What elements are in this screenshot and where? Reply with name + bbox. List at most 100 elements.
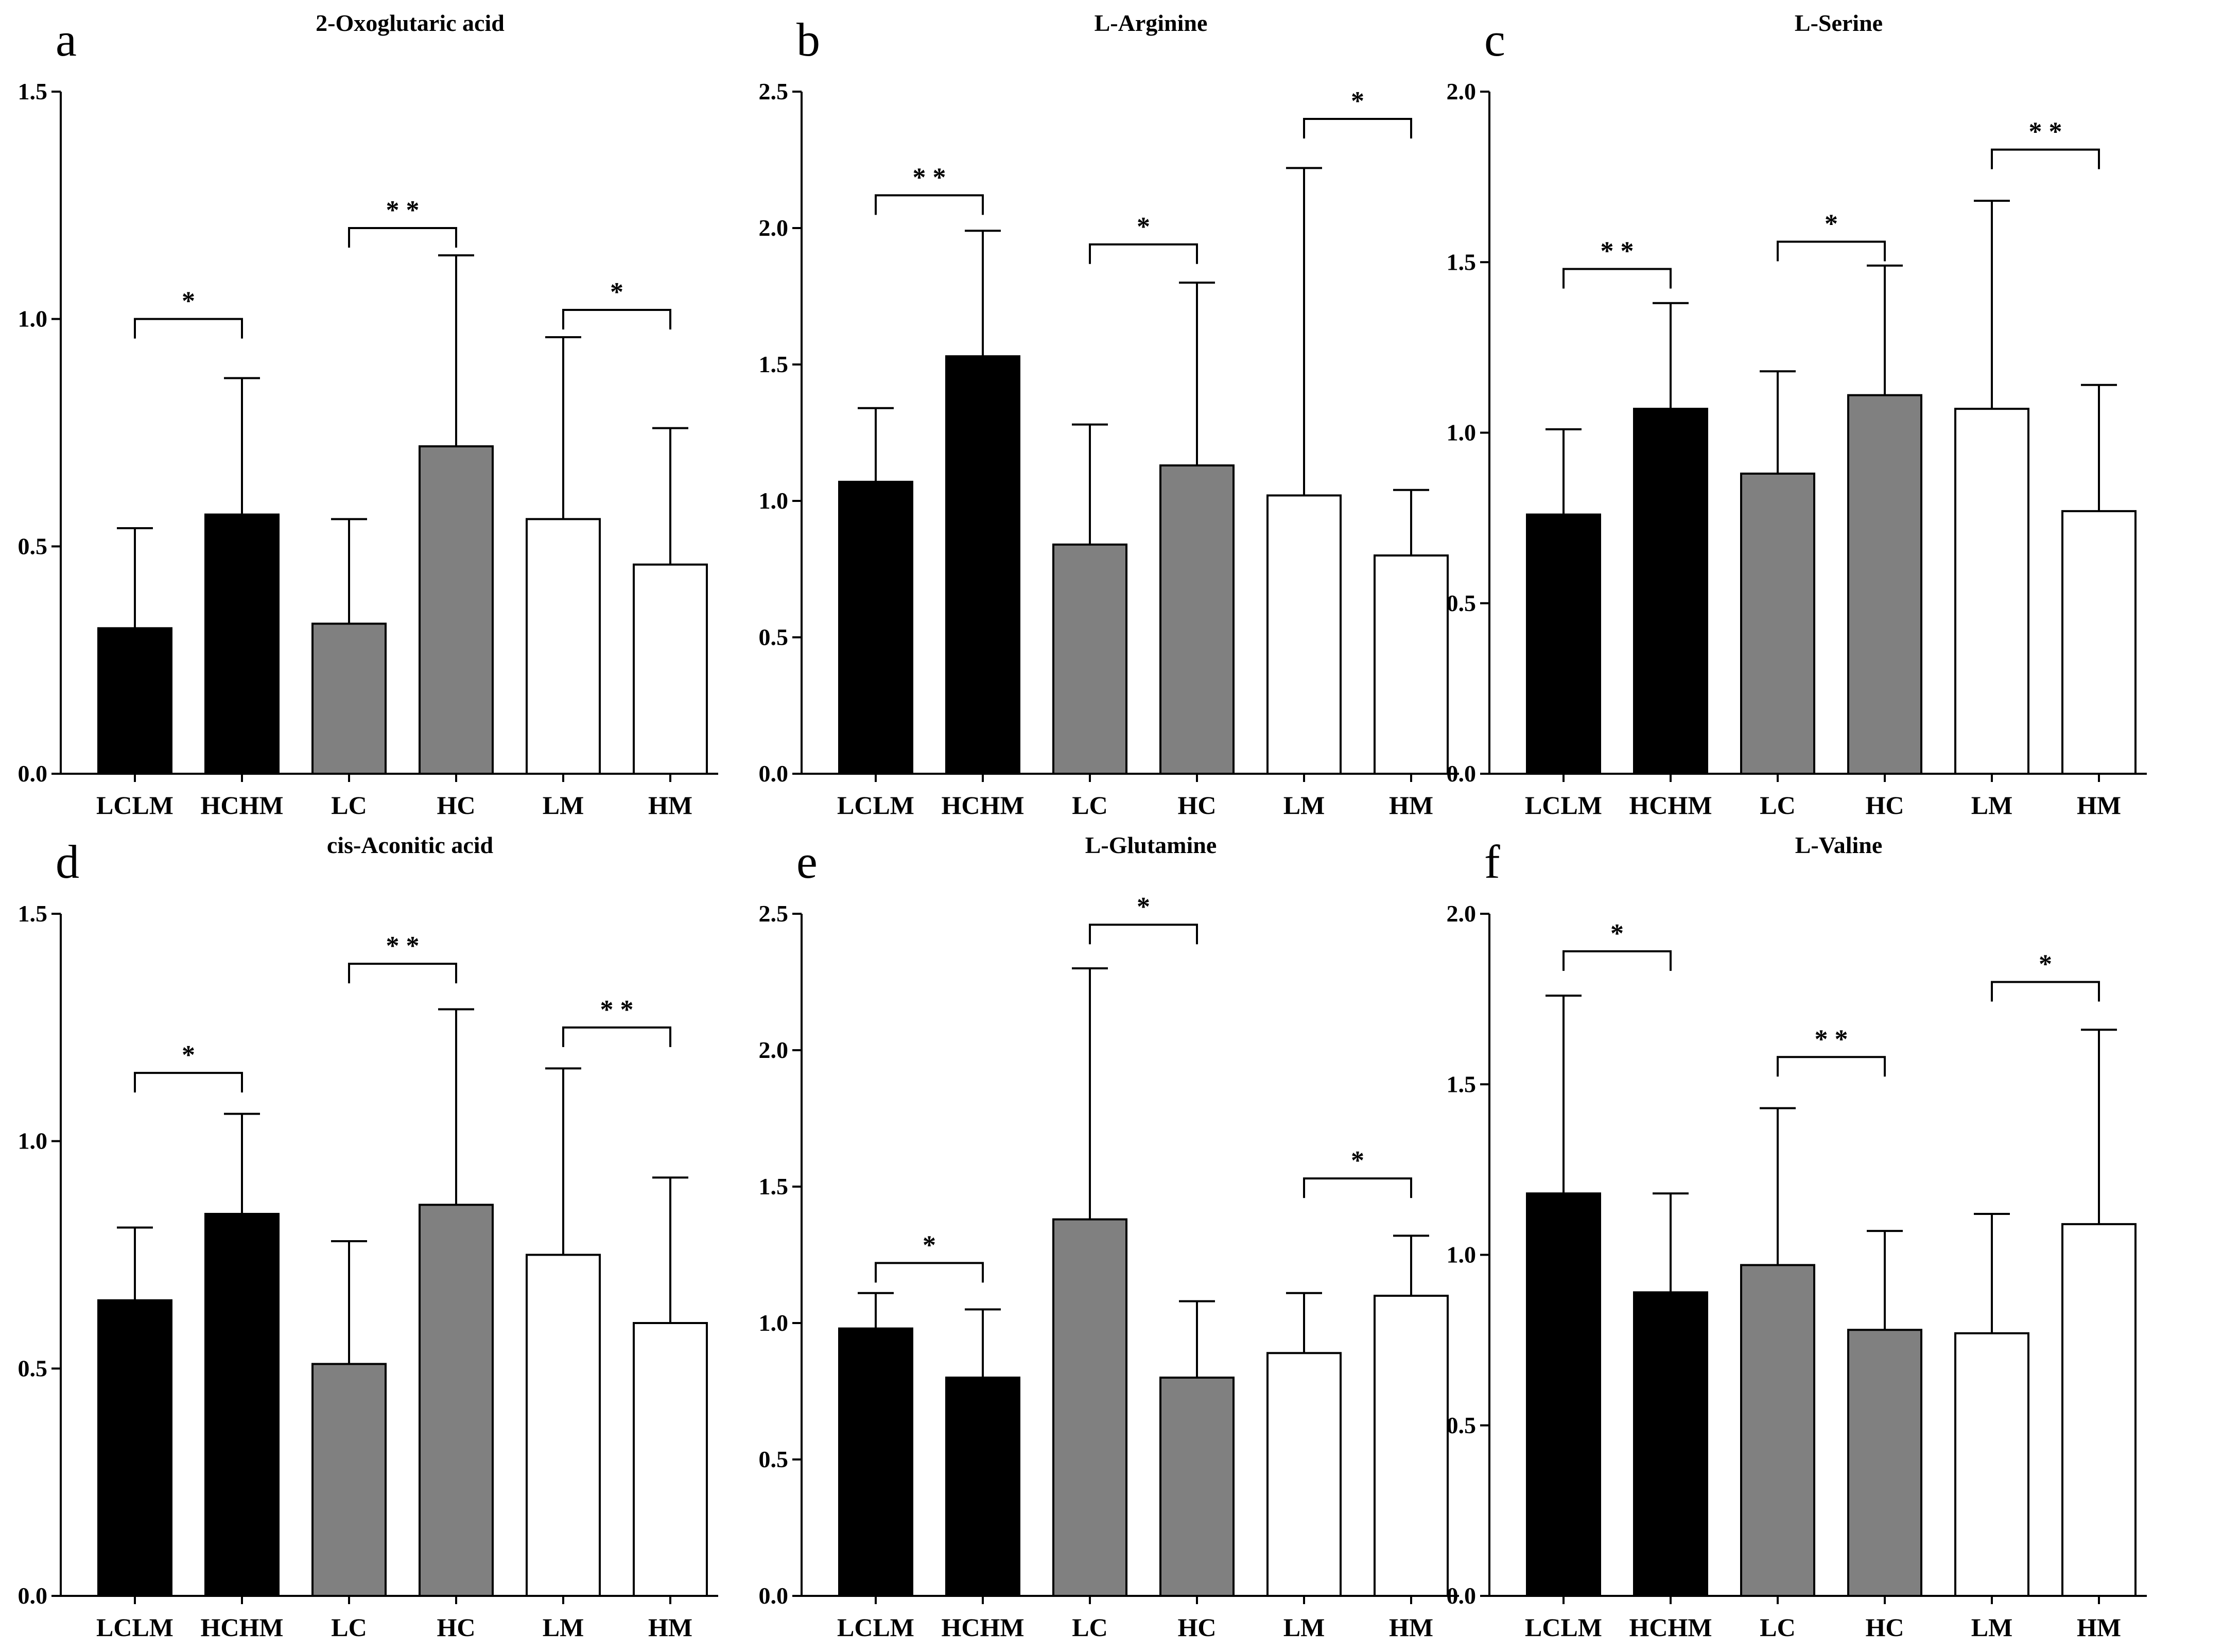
y-tick-label: 0.5 — [18, 533, 48, 559]
significance-label: * — [1610, 919, 1624, 948]
significance-label: * * — [1815, 1024, 1848, 1054]
y-tick-label: 2.5 — [759, 900, 789, 927]
x-tick-label: HC — [1178, 1613, 1217, 1642]
significance-label: * — [182, 287, 195, 316]
bar-hc — [419, 445, 494, 775]
significance-bracket — [1303, 1177, 1412, 1198]
significance-label: * — [1351, 1146, 1364, 1175]
significance-label: * * — [913, 163, 946, 192]
y-tick-label: 0.5 — [1447, 1412, 1477, 1438]
significance-bracket — [1562, 268, 1672, 289]
x-tick-label: LM — [1971, 1613, 2013, 1642]
x-tick-label: LC — [1072, 1613, 1107, 1642]
bar-lclm — [97, 627, 172, 775]
significance-label: * * — [600, 995, 634, 1024]
bar-hc — [1847, 394, 1922, 775]
panel-letter: e — [796, 836, 818, 888]
chart-title: 2-Oxoglutaric acid — [316, 10, 505, 36]
x-tick-label: LCLM — [1525, 791, 1602, 820]
bar-lclm — [1526, 513, 1601, 775]
x-tick-label: LCLM — [96, 1613, 173, 1642]
x-tick-label: LCLM — [837, 791, 914, 820]
significance-label: * — [1137, 892, 1150, 921]
significance-bracket — [1777, 240, 1886, 262]
significance-bracket — [1089, 924, 1198, 945]
y-tick-label: 0.0 — [759, 1583, 789, 1609]
bar-hm — [1374, 1295, 1449, 1597]
y-tick-label: 2.5 — [759, 78, 789, 105]
bar-lc — [1740, 1264, 1815, 1597]
bar-hchm — [945, 1377, 1020, 1597]
bar-lc — [1740, 473, 1815, 775]
y-tick-label: 1.5 — [759, 1173, 789, 1199]
significance-label: * — [923, 1230, 936, 1260]
significance-bracket — [348, 963, 457, 984]
panel-letter: a — [56, 13, 77, 66]
bar-lclm — [1526, 1192, 1601, 1597]
x-tick-label: LC — [331, 1613, 367, 1642]
bar-hchm — [945, 355, 1020, 775]
x-tick-label: LM — [1283, 791, 1325, 820]
bar-lc — [1052, 543, 1127, 775]
bar-lm — [1954, 408, 2029, 775]
chart-title: cis-Aconitic acid — [327, 832, 494, 858]
y-tick-label: 0.0 — [1447, 760, 1477, 787]
y-tick-label: 1.0 — [1447, 420, 1477, 446]
y-tick-label: 2.0 — [759, 215, 789, 241]
x-tick-label: HM — [2077, 1613, 2121, 1642]
significance-label: * * — [386, 931, 420, 961]
bar-hm — [1374, 554, 1449, 775]
chart-title: L-Serine — [1795, 10, 1883, 36]
x-tick-label: LC — [1760, 791, 1795, 820]
significance-bracket — [875, 194, 984, 215]
bar-hm — [633, 1322, 708, 1597]
bar-lc — [1052, 1218, 1127, 1597]
bar-hchm — [1633, 1291, 1708, 1597]
bar-lclm — [838, 1327, 913, 1597]
x-tick-label: HC — [1866, 791, 1904, 820]
x-tick-label: LC — [1760, 1613, 1795, 1642]
x-tick-label: LCLM — [96, 791, 173, 820]
x-tick-label: HCHM — [1629, 1613, 1712, 1642]
y-tick-label: 0.0 — [18, 760, 48, 787]
bar-hm — [2061, 1223, 2137, 1597]
chart-title: L-Glutamine — [1085, 832, 1217, 858]
x-tick-label: HM — [2077, 791, 2121, 820]
bar-hchm — [1633, 408, 1708, 775]
bar-hm — [633, 563, 708, 775]
significance-label: * — [1137, 212, 1150, 241]
significance-bracket — [562, 309, 671, 329]
y-tick-label: 0.5 — [18, 1355, 48, 1381]
significance-bracket — [1303, 118, 1412, 138]
x-tick-label: LM — [543, 1613, 584, 1642]
significance-bracket — [1991, 148, 2100, 169]
significance-bracket — [875, 1262, 984, 1283]
y-tick-label: 1.0 — [759, 1310, 789, 1336]
y-tick-label: 1.5 — [18, 78, 48, 105]
y-tick-label: 1.0 — [1447, 1242, 1477, 1268]
significance-label: * — [1825, 210, 1838, 239]
bar-hm — [2061, 510, 2137, 775]
significance-label: * * — [1601, 237, 1634, 266]
chart-title: L-Arginine — [1095, 10, 1208, 36]
bar-lc — [311, 622, 387, 775]
x-tick-label: HM — [648, 1613, 692, 1642]
bar-hc — [1159, 464, 1235, 775]
bar-hc — [1159, 1377, 1235, 1597]
bar-lm — [1954, 1332, 2029, 1597]
bar-hchm — [204, 513, 280, 775]
bar-lclm — [97, 1299, 172, 1597]
y-tick-label: 1.0 — [759, 488, 789, 514]
x-tick-label: HCHM — [941, 791, 1024, 820]
y-tick-label: 1.5 — [759, 351, 789, 377]
significance-label: * — [1351, 86, 1364, 116]
x-tick-label: LC — [331, 791, 367, 820]
x-tick-label: HCHM — [200, 791, 283, 820]
significance-bracket — [348, 227, 457, 248]
y-tick-label: 2.0 — [1447, 78, 1477, 105]
y-tick-label: 0.0 — [759, 760, 789, 787]
